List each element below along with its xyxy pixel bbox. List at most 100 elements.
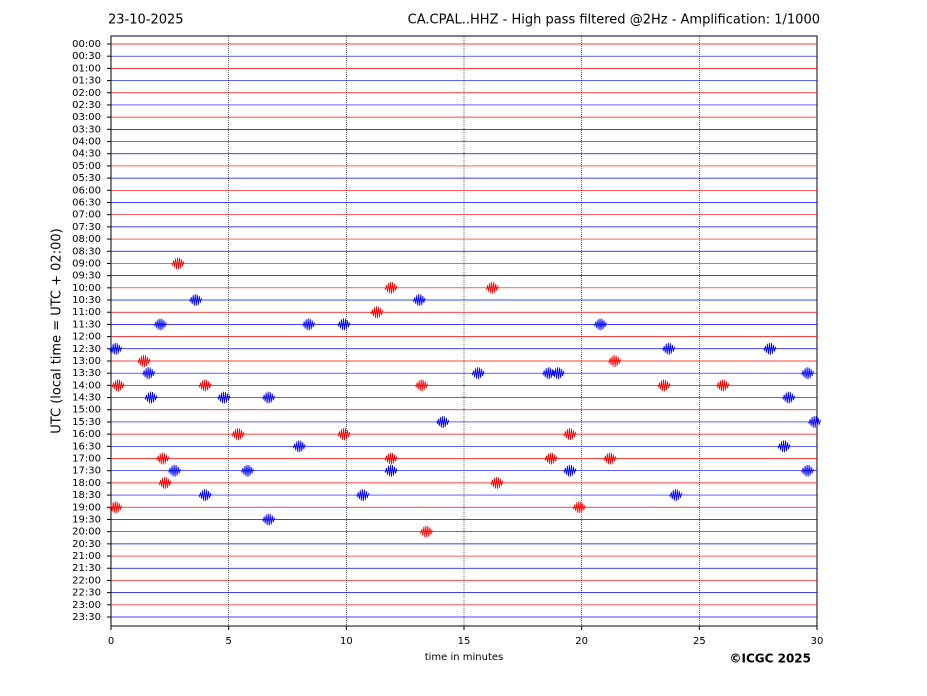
seismic-event xyxy=(412,294,426,307)
seismic-event xyxy=(777,440,791,453)
seismic-event xyxy=(542,367,556,380)
y-tick-label: 08:00 xyxy=(72,234,101,245)
y-tick-label: 01:00 xyxy=(72,63,101,74)
y-tick-label: 11:00 xyxy=(72,307,101,318)
seismic-event xyxy=(231,428,245,441)
x-tick-label: 20 xyxy=(575,636,588,647)
seismic-event xyxy=(384,464,398,477)
y-tick-label: 00:30 xyxy=(72,51,101,62)
seismic-event xyxy=(137,354,151,367)
y-tick-label: 12:30 xyxy=(72,344,101,355)
seismic-event xyxy=(551,367,565,380)
copyright: ©ICGC 2025 xyxy=(729,652,811,666)
seismic-event xyxy=(111,379,125,392)
y-tick-label: 05:30 xyxy=(72,173,101,184)
seismic-event xyxy=(419,525,433,538)
date: 23-10-2025 xyxy=(108,13,184,28)
y-tick-label: 07:30 xyxy=(72,222,101,233)
seismic-event xyxy=(144,391,158,404)
seismic-event xyxy=(563,464,577,477)
seismic-event xyxy=(603,452,617,465)
y-tick-label: 09:00 xyxy=(72,258,101,269)
y-tick-label: 03:00 xyxy=(72,112,101,123)
seismic-event xyxy=(158,476,172,489)
chart-title: CA.CPAL..HHZ - High pass filtered @2Hz -… xyxy=(408,13,820,28)
y-tick-label: 04:00 xyxy=(72,137,101,148)
seismic-event xyxy=(370,306,384,319)
y-tick-label: 05:00 xyxy=(72,161,101,172)
y-tick-label: 06:00 xyxy=(72,185,101,196)
seismic-event xyxy=(563,428,577,441)
seismic-event xyxy=(716,379,730,392)
y-tick-label: 01:30 xyxy=(72,76,101,87)
y-tick-label: 13:30 xyxy=(72,368,101,379)
seismic-event xyxy=(189,294,203,307)
seismic-event xyxy=(262,391,276,404)
y-tick-label: 02:30 xyxy=(72,100,101,111)
y-tick-label: 20:30 xyxy=(72,539,101,550)
y-tick-label: 00:00 xyxy=(72,39,101,50)
seismic-event xyxy=(801,367,814,380)
y-tick-label: 16:00 xyxy=(72,429,101,440)
seismic-event xyxy=(471,367,485,380)
seismic-event xyxy=(356,489,370,502)
x-tick-label: 15 xyxy=(458,636,471,647)
y-tick-label: 22:00 xyxy=(72,575,101,586)
seismic-event xyxy=(168,464,181,477)
x-tick-label: 25 xyxy=(693,636,706,647)
y-tick-label: 07:00 xyxy=(72,210,101,221)
x-axis-label: time in minutes xyxy=(425,652,504,663)
y-tick-label: 19:00 xyxy=(72,502,101,513)
seismic-event xyxy=(302,318,316,331)
seismic-event xyxy=(801,464,814,477)
y-tick-label: 18:00 xyxy=(72,478,101,489)
y-tick-label: 18:30 xyxy=(72,490,101,501)
seismic-event xyxy=(142,367,156,380)
y-tick-label: 21:30 xyxy=(72,563,101,574)
y-tick-label: 19:30 xyxy=(72,514,101,525)
y-tick-label: 11:30 xyxy=(72,319,101,330)
y-tick-label: 15:00 xyxy=(72,405,101,416)
seismic-event xyxy=(763,342,777,355)
y-tick-label: 17:00 xyxy=(72,454,101,465)
y-tick-label: 13:00 xyxy=(72,356,101,367)
seismic-event xyxy=(156,452,170,465)
seismic-event xyxy=(572,501,586,514)
y-tick-label: 23:00 xyxy=(72,600,101,611)
y-tick-label: 23:30 xyxy=(72,612,101,623)
seismic-event xyxy=(337,428,351,441)
x-tick-label: 30 xyxy=(811,636,824,647)
seismic-event xyxy=(608,354,621,367)
y-tick-label: 20:00 xyxy=(72,527,101,538)
y-tick-label: 03:30 xyxy=(72,124,101,135)
seismic-event xyxy=(171,257,185,270)
y-tick-label: 06:30 xyxy=(72,197,101,208)
seismic-event xyxy=(262,513,276,526)
seismic-event xyxy=(292,440,306,453)
seismic-event xyxy=(109,342,123,355)
seismic-event xyxy=(808,415,822,428)
y-tick-label: 15:30 xyxy=(72,417,101,428)
y-axis-label: UTC (local time = UTC + 02:00) xyxy=(50,228,65,433)
seismic-event xyxy=(594,318,607,331)
y-tick-label: 17:30 xyxy=(72,466,101,477)
y-tick-label: 22:30 xyxy=(72,588,101,599)
y-tick-label: 10:30 xyxy=(72,295,101,306)
seismic-event xyxy=(490,476,504,489)
x-tick-label: 10 xyxy=(340,636,353,647)
seismic-event xyxy=(198,379,212,392)
y-tick-label: 08:30 xyxy=(72,246,101,257)
seismic-event xyxy=(241,464,254,477)
x-tick-label: 0 xyxy=(108,636,114,647)
seismic-event xyxy=(337,318,351,331)
seismic-event xyxy=(485,281,499,294)
seismic-event xyxy=(198,489,212,502)
y-tick-label: 12:00 xyxy=(72,332,101,343)
seismic-event xyxy=(415,379,429,392)
y-tick-label: 21:00 xyxy=(72,551,101,562)
seismic-event xyxy=(217,391,231,404)
y-tick-label: 04:30 xyxy=(72,149,101,160)
seismic-event xyxy=(436,415,450,428)
seismic-event xyxy=(109,501,123,514)
